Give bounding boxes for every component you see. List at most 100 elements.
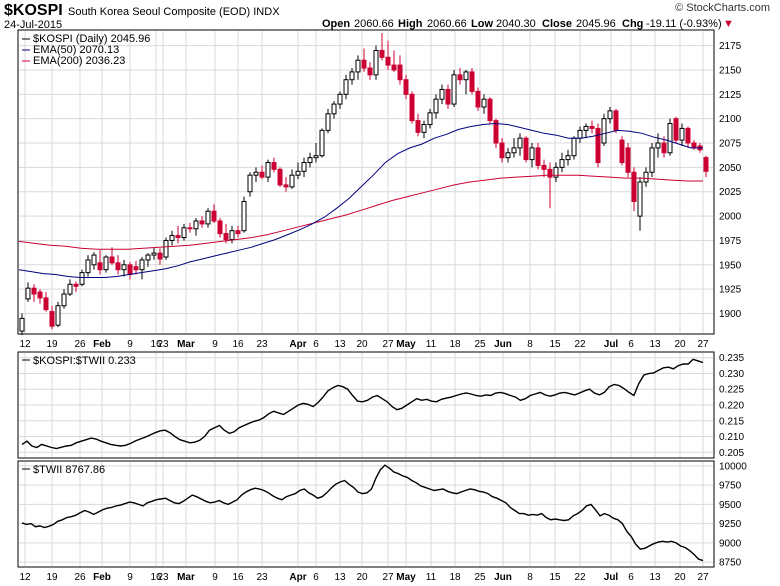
candle-body xyxy=(43,297,49,311)
candle xyxy=(85,255,91,277)
y-tick-label: 1925 xyxy=(719,285,742,296)
candle-body xyxy=(139,259,145,271)
candle xyxy=(115,255,121,275)
candle-body xyxy=(685,127,691,144)
y-tick-label: 8750 xyxy=(719,558,742,569)
ema50-line xyxy=(18,122,703,278)
candle xyxy=(547,162,553,209)
chg-label: Chg xyxy=(622,18,643,30)
candle xyxy=(73,281,79,293)
x-tick-label: Apr xyxy=(289,572,306,583)
candle xyxy=(559,152,565,173)
candle-body xyxy=(457,74,463,81)
candle xyxy=(427,108,433,129)
candle-body xyxy=(169,235,175,241)
candle-body xyxy=(127,264,133,276)
y-tick-label: 1975 xyxy=(719,236,742,247)
candle xyxy=(349,68,355,85)
x-tick-label: May xyxy=(396,572,416,583)
x-tick-label: 9 xyxy=(212,339,218,350)
candle xyxy=(133,260,139,275)
candle xyxy=(259,165,265,180)
candle-body xyxy=(85,259,91,274)
candle xyxy=(265,159,271,182)
candle xyxy=(181,223,187,241)
x-tick-label: 13 xyxy=(649,339,661,350)
price-panel-frame xyxy=(17,29,715,335)
x-tick-label: Jul xyxy=(604,572,619,583)
down-arrow-icon: ▼ xyxy=(723,18,734,30)
candle-body xyxy=(19,317,25,332)
candle-body xyxy=(295,170,301,176)
candle-body xyxy=(583,125,589,131)
candle-body xyxy=(61,293,67,307)
x-tick-label: 20 xyxy=(674,339,686,350)
x-tick-label: 9 xyxy=(212,572,218,583)
candle xyxy=(325,108,331,134)
candle-body xyxy=(433,98,439,114)
candle xyxy=(499,138,505,163)
candle xyxy=(577,126,583,144)
candle-body xyxy=(637,181,643,217)
candle-body xyxy=(535,147,541,166)
candle xyxy=(97,250,103,275)
x-tick-label: 13 xyxy=(334,339,346,350)
candle xyxy=(199,216,205,228)
candle-body xyxy=(247,174,253,193)
ratio-panel-frame xyxy=(17,351,715,459)
candle xyxy=(637,177,643,231)
candle-body xyxy=(337,93,343,105)
y-tick-label: 2125 xyxy=(719,90,742,101)
candle-body xyxy=(235,230,241,235)
candle-body xyxy=(595,127,601,164)
legend-ema200: EMA(200) 2036.23 xyxy=(33,55,125,67)
candle-body xyxy=(133,266,139,271)
x-tick-label: 20 xyxy=(356,572,368,583)
candle xyxy=(643,167,649,187)
candle-body xyxy=(571,137,577,157)
candle xyxy=(361,48,367,72)
x-tick-label: Jun xyxy=(494,572,512,583)
candle xyxy=(589,120,595,134)
y-tick-label: 0.210 xyxy=(719,432,744,443)
date-label: 24-Jul-2015 xyxy=(4,19,62,31)
candle-body xyxy=(367,67,373,76)
ratio-legend: $KOSPI:$TWII 0.233 xyxy=(22,355,136,367)
candle-body xyxy=(409,93,415,122)
candle-body xyxy=(79,272,85,285)
symbol-title: $KOSPI xyxy=(4,2,63,19)
candle xyxy=(223,223,229,244)
candle-body xyxy=(37,291,43,299)
candle-body xyxy=(319,129,325,157)
candle-body xyxy=(451,74,457,105)
twii-legend: $TWII 8767.86 xyxy=(22,464,105,476)
candle-body xyxy=(691,142,697,149)
candle xyxy=(127,261,133,280)
candle-body xyxy=(361,59,367,69)
y-tick-label: 0.230 xyxy=(719,369,744,380)
candle-body xyxy=(415,120,421,133)
candle xyxy=(241,196,247,233)
candle xyxy=(619,136,625,166)
low-value: 2040.30 xyxy=(496,18,536,30)
candle xyxy=(25,282,31,302)
candle-body xyxy=(355,59,361,73)
candle xyxy=(211,204,217,223)
candle-body xyxy=(325,113,331,131)
candle-body xyxy=(313,155,319,159)
grid-lines xyxy=(19,31,713,566)
candle xyxy=(61,289,67,309)
x-tick-label: 8 xyxy=(527,572,533,583)
candle-body xyxy=(469,71,475,92)
candle xyxy=(625,143,631,178)
candle-body xyxy=(145,254,151,261)
candle xyxy=(373,45,379,80)
ratio-label: $KOSPI:$TWII 0.233 xyxy=(33,355,136,367)
candle-body xyxy=(373,49,379,76)
x-tick-label: Apr xyxy=(289,339,306,350)
candle xyxy=(451,69,457,107)
candle-body xyxy=(565,155,571,161)
candle xyxy=(187,222,193,233)
candle xyxy=(247,172,253,197)
candle xyxy=(655,133,661,158)
